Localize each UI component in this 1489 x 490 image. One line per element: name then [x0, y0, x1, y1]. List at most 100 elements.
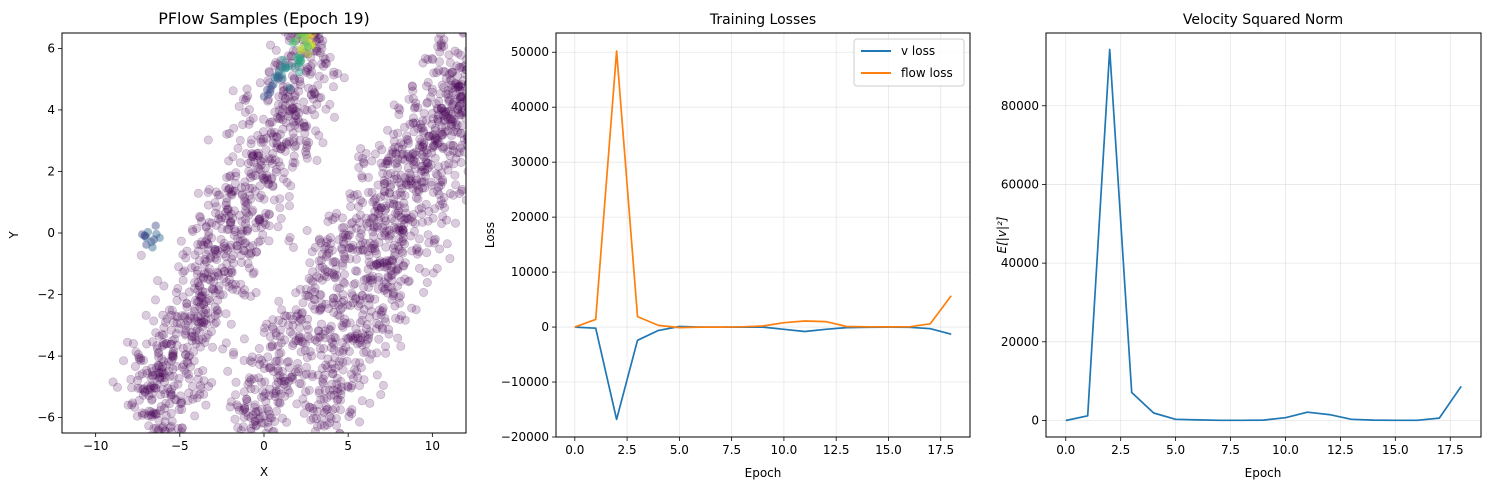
scatter-point: [147, 389, 157, 399]
scatter-point: [139, 384, 149, 394]
scatter-point: [128, 339, 138, 349]
scatter-point: [348, 373, 358, 383]
scatter-point: [255, 216, 265, 226]
scatter-point: [199, 300, 209, 310]
scatter-point: [302, 121, 312, 131]
scatter-point: [227, 187, 237, 197]
scatter-point: [370, 149, 380, 159]
scatter-point: [171, 395, 181, 405]
scatter-point: [241, 95, 251, 105]
scatter-point: [182, 342, 192, 352]
scatter-point: [189, 390, 199, 400]
scatter-point: [230, 414, 240, 424]
scatter-point: [226, 218, 236, 228]
scatter-point: [282, 82, 292, 92]
scatter-point: [142, 365, 152, 375]
scatter-point: [496, 39, 504, 47]
scatter-point: [285, 106, 295, 116]
scatter-point: [495, 52, 503, 60]
scatter-point: [228, 284, 238, 294]
scatter-point: [301, 290, 311, 300]
scatter-point: [287, 51, 297, 61]
scatter-point: [168, 351, 178, 361]
scatter-point: [480, 105, 488, 113]
scatter-point: [422, 248, 432, 258]
x-tick-label: 5.0: [670, 443, 689, 457]
scatter-point: [384, 156, 394, 166]
scatter-point: [378, 162, 388, 172]
scatter-point: [229, 350, 239, 360]
scatter-point: [315, 344, 325, 354]
y-tick-label: −10000: [501, 375, 549, 389]
scatter-point: [392, 158, 402, 168]
scatter-point: [181, 369, 191, 379]
scatter-point: [303, 314, 313, 324]
scatter-point: [170, 334, 180, 344]
velocity-panel: Velocity Squared Norm 0.0 2.5 5.0 7.5 10.0 12…: [995, 12, 1482, 480]
scatter-point: [311, 46, 321, 56]
scatter-point: [289, 133, 299, 143]
y-tick-label: 40000: [511, 100, 549, 114]
scatter-point: [249, 158, 259, 168]
scatter-point: [253, 151, 263, 161]
scatter-point: [283, 51, 293, 61]
scatter-point: [126, 374, 136, 384]
scatter-point: [493, 28, 501, 36]
scatter-point: [271, 58, 281, 68]
scatter-point: [198, 273, 208, 283]
scatter-point: [308, 413, 318, 423]
scatter-point: [206, 314, 216, 324]
scatter-point: [471, 58, 479, 66]
scatter-point: [288, 46, 298, 56]
scatter-point: [467, 23, 475, 31]
scatter-point: [277, 108, 287, 118]
scatter-point: [463, 132, 466, 141]
scatter-point: [157, 373, 167, 383]
scatter-point: [491, 119, 499, 127]
y-tick-label: 10000: [511, 265, 549, 279]
scatter-point: [312, 155, 322, 165]
scatter-point: [409, 226, 419, 236]
scatter-point: [229, 206, 239, 216]
scatter-point: [226, 319, 236, 329]
scatter-point: [311, 36, 321, 46]
scatter-point: [154, 362, 164, 372]
scatter-point: [207, 378, 217, 388]
losses-axes-frame: [555, 32, 971, 438]
scatter-point: [155, 373, 165, 383]
scatter-point: [221, 207, 231, 217]
scatter-point: [276, 214, 286, 224]
scatter-point: [303, 49, 313, 59]
scatter-point: [197, 316, 207, 326]
scatter-point: [237, 216, 247, 226]
scatter-point: [169, 317, 179, 327]
scatter-point: [195, 282, 205, 292]
scatter-point: [182, 298, 192, 308]
scatter-point: [380, 186, 390, 196]
scatter-point: [238, 226, 248, 236]
scatter-point: [272, 373, 282, 383]
scatter-point: [298, 35, 308, 45]
scatter-point: [241, 93, 251, 103]
scatter-point: [408, 86, 418, 96]
scatter-point: [187, 225, 197, 235]
scatter-point: [140, 387, 150, 397]
scatter-point: [206, 272, 216, 282]
scatter-point: [150, 408, 160, 418]
scatter-point: [254, 214, 264, 224]
scatter-point: [139, 355, 149, 365]
scatter-point: [300, 105, 310, 115]
scatter-point: [168, 349, 178, 359]
scatter-point: [219, 249, 229, 259]
scatter-point: [437, 142, 447, 152]
scatter-point: [276, 144, 286, 154]
scatter-point: [202, 235, 212, 245]
scatter-point: [222, 204, 232, 214]
scatter-point: [203, 245, 213, 255]
scatter-point: [156, 402, 166, 412]
scatter-point: [284, 363, 294, 373]
scatter-point: [222, 259, 232, 269]
scatter-point: [145, 384, 155, 394]
scatter-point: [375, 192, 385, 202]
scatter-point: [183, 358, 193, 368]
